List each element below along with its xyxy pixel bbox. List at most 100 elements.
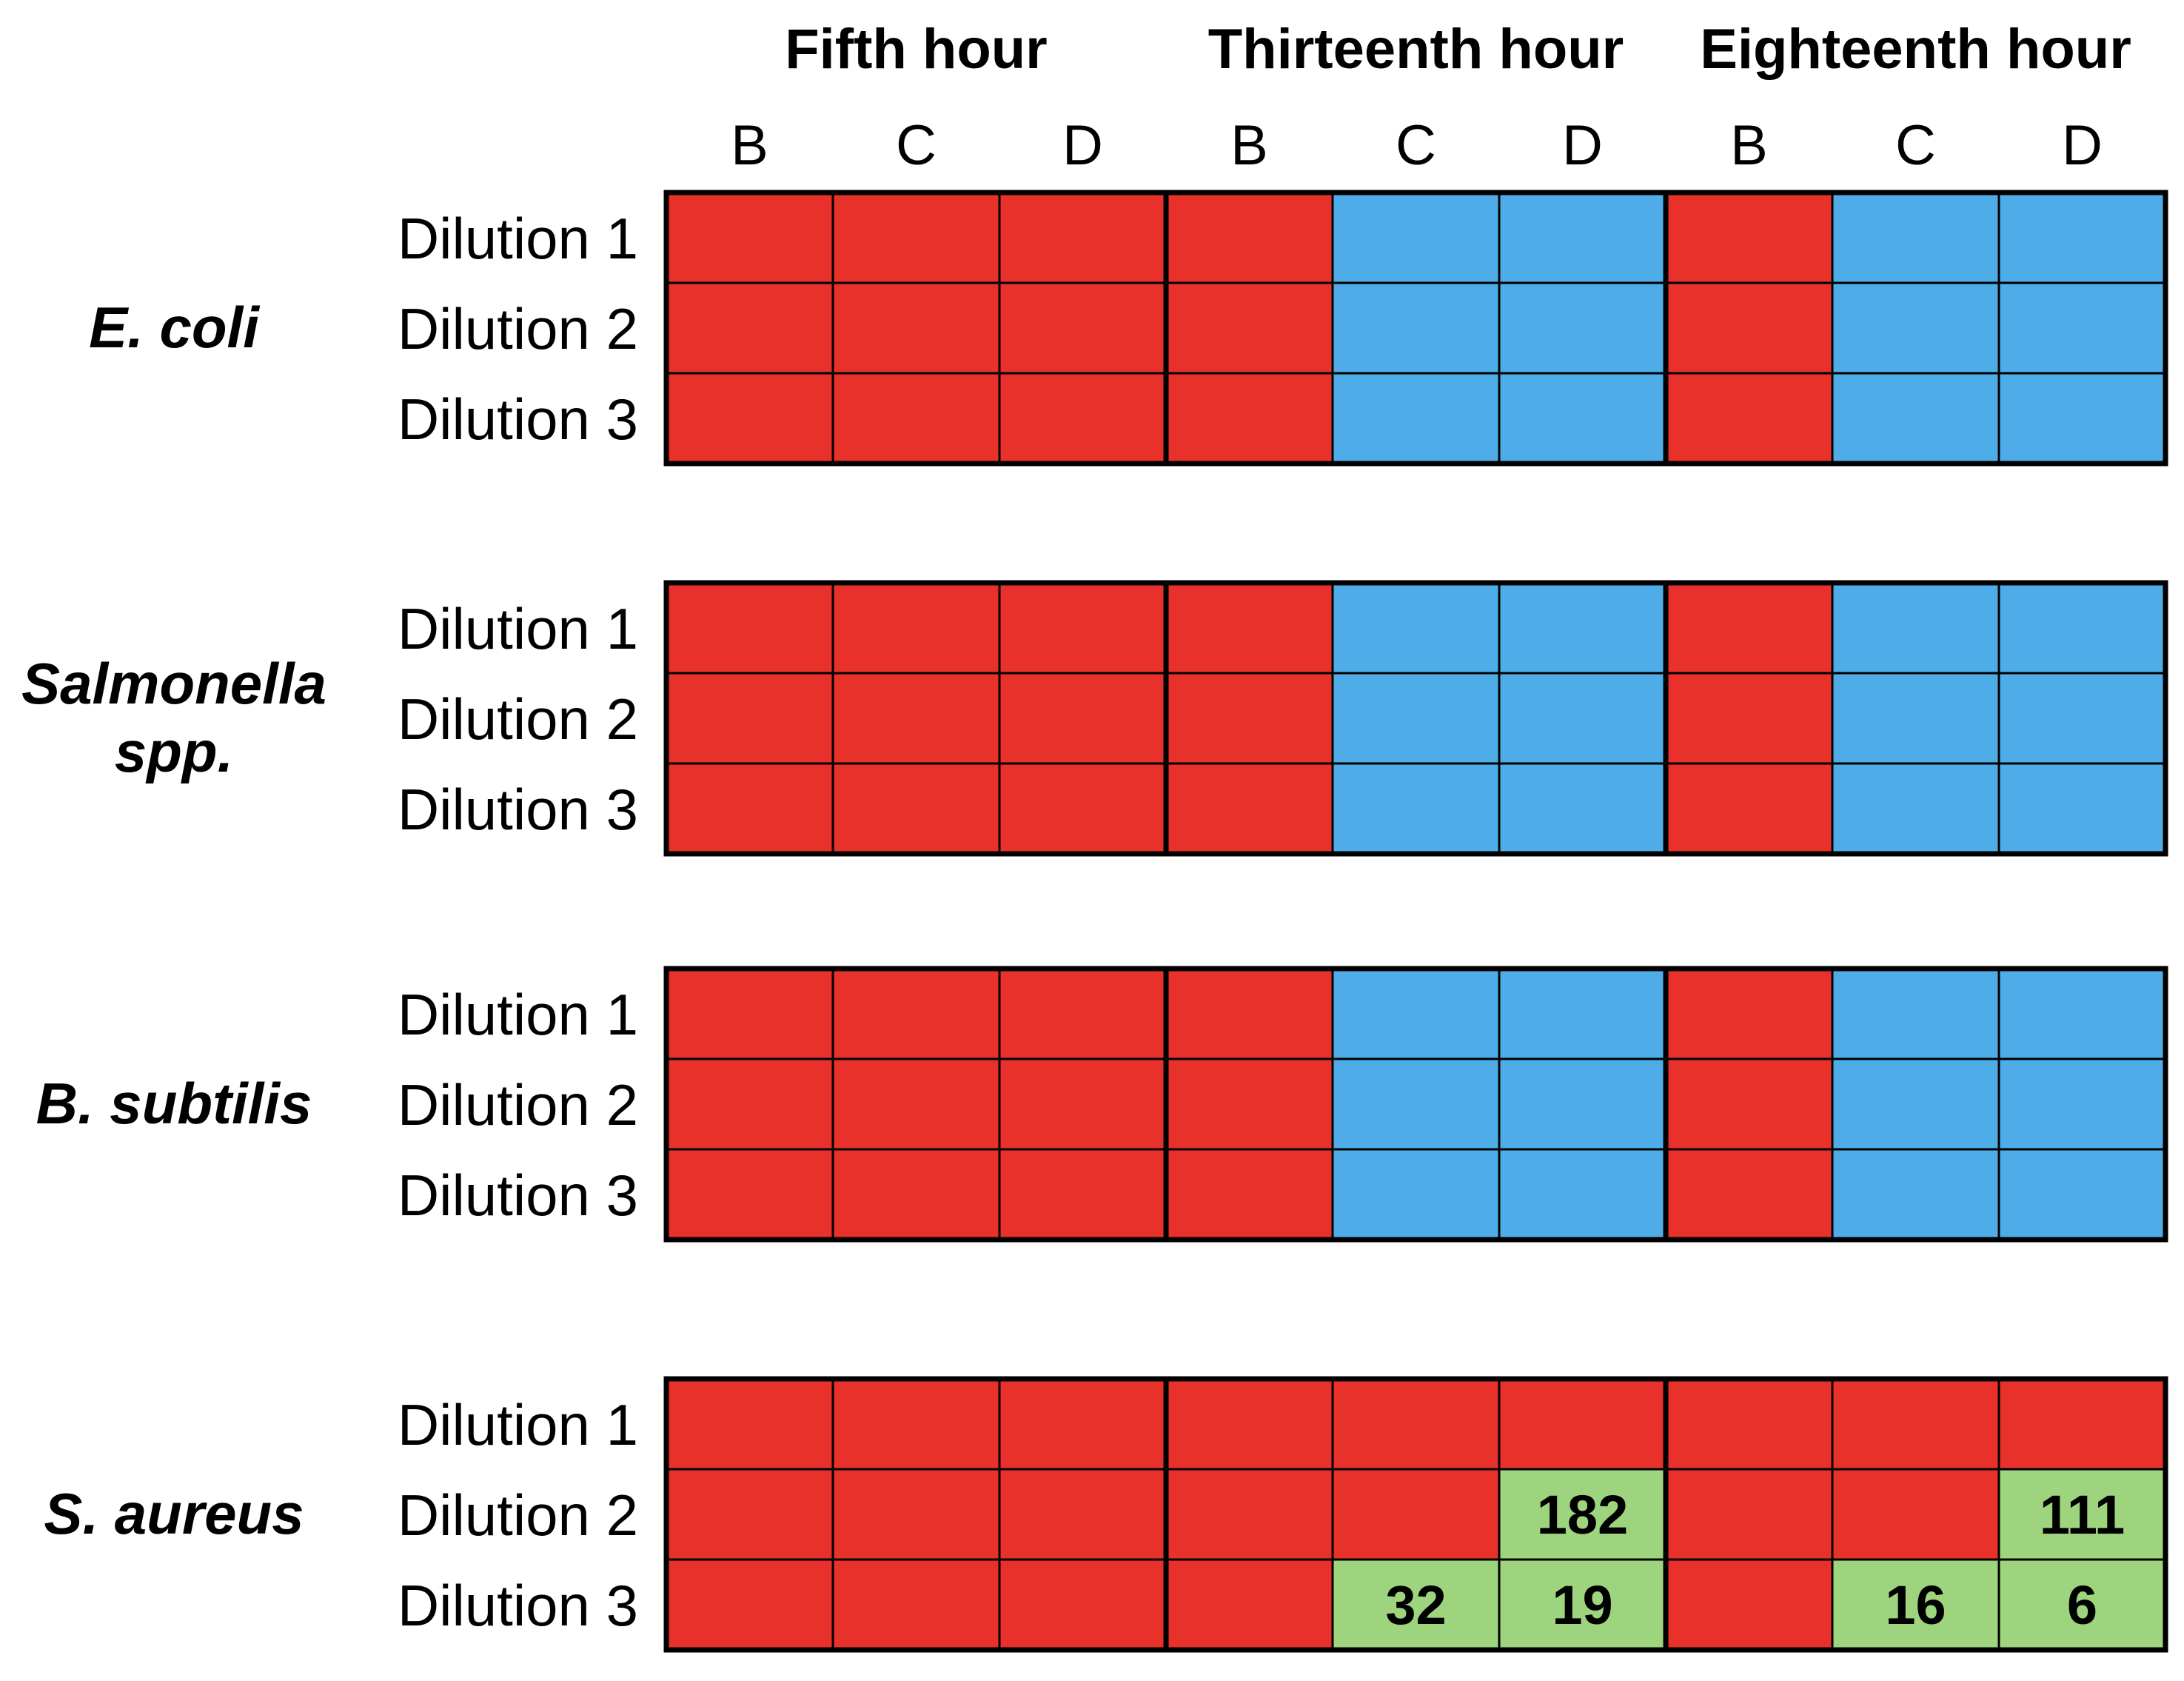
heatmap-cell [1664, 281, 1834, 375]
cell-value-label: 32 [1385, 1574, 1446, 1636]
heatmap-cell [998, 1377, 1168, 1471]
heatmap-cell [1997, 762, 2167, 855]
time-point-header: Eighteenth hour [1700, 18, 2131, 81]
heatmap-cell [665, 1148, 834, 1241]
heatmap-cell [1997, 967, 2167, 1060]
heatmap-cell [1997, 281, 2167, 375]
heatmap-cell [1664, 581, 1834, 675]
heatmap-cell [1997, 1377, 2167, 1471]
heatmap-cell [1498, 281, 1667, 375]
heatmap-cell [831, 581, 1001, 675]
column-header-b: B [1730, 114, 1768, 177]
organism-label: B. subtilis [36, 1071, 312, 1136]
heatmap-cell [665, 1377, 834, 1471]
heatmap-cell [1165, 967, 1334, 1060]
heatmap-cell [1498, 1057, 1667, 1151]
heatmap-cell [1831, 672, 2000, 765]
heatmap-cell [665, 581, 834, 675]
heatmap-cell [1997, 581, 2167, 675]
heatmap-cell [1831, 967, 2000, 1060]
heatmap-cell [1997, 372, 2167, 465]
heatmap-cell [831, 191, 1001, 284]
row-label-dilution-3: Dilution 3 [398, 387, 638, 452]
heatmap-cell [1997, 1148, 2167, 1241]
heatmap-cell [1165, 1377, 1334, 1471]
heatmap-cell [998, 191, 1168, 284]
heatmap-cell [665, 1057, 834, 1151]
heatmap-cell [998, 581, 1168, 675]
row-label-dilution-1: Dilution 1 [398, 982, 638, 1047]
row-label-dilution-3: Dilution 3 [398, 1163, 638, 1228]
heatmap-cell [1831, 191, 2000, 284]
row-label-dilution-1: Dilution 1 [398, 596, 638, 661]
row-label-dilution-2: Dilution 2 [398, 686, 638, 752]
cell-value-label: 19 [1552, 1574, 1612, 1636]
heatmap-cell [831, 967, 1001, 1060]
heatmap-cell [665, 762, 834, 855]
heatmap-cell [665, 1558, 834, 1651]
heatmap-cell [831, 1057, 1001, 1151]
row-label-dilution-3: Dilution 3 [398, 777, 638, 842]
heatmap-cell [1498, 581, 1667, 675]
panel-border [663, 966, 2168, 1243]
heatmap-cell [1664, 967, 1834, 1060]
row-label-dilution-2: Dilution 2 [398, 1483, 638, 1548]
heatmap-cell [1498, 762, 1667, 855]
heatmap-cell [998, 281, 1168, 375]
heatmap-cell [1498, 672, 1667, 765]
column-header-b: B [731, 114, 768, 177]
heatmap-cell [1831, 581, 2000, 675]
heatmap-cell [998, 762, 1168, 855]
heatmap-cell [1664, 1558, 1834, 1651]
heatmap-cell [1165, 1148, 1334, 1241]
heatmap-cell [1498, 967, 1667, 1060]
panel-border [663, 190, 2168, 467]
heatmap-cell [1165, 281, 1334, 375]
heatmap-cell [1331, 372, 1501, 465]
heatmap-cell [1331, 967, 1501, 1060]
time-point-header: Thirteenth hour [1208, 18, 1624, 81]
heatmap-cell [1831, 1468, 2000, 1561]
heatmap-cell [831, 762, 1001, 855]
row-label-dilution-2: Dilution 2 [398, 296, 638, 361]
heatmap-cell [1165, 672, 1334, 765]
column-header-d: D [1062, 114, 1103, 177]
heatmap-cell [1664, 762, 1834, 855]
column-header-d: D [1562, 114, 1603, 177]
heatmap-cell [1664, 1057, 1834, 1151]
heatmap-cell [1664, 191, 1834, 284]
heatmap-cell [1331, 1057, 1501, 1151]
heatmap-cell [1331, 191, 1501, 284]
heatmap-cell [1165, 581, 1334, 675]
heatmap-cell [665, 372, 834, 465]
row-label-dilution-3: Dilution 3 [398, 1573, 638, 1638]
heatmap-cell [1831, 1057, 2000, 1151]
heatmap-cell [1331, 1377, 1501, 1471]
column-header-c: C [1895, 114, 1936, 177]
heatmap-cell [1831, 1558, 2000, 1651]
heatmap-cell [1664, 1377, 1834, 1471]
organism-label: Salmonella [21, 651, 326, 716]
panel-border [663, 1376, 2168, 1653]
column-header-c: C [896, 114, 937, 177]
heatmap-cell [1498, 1377, 1667, 1471]
heatmap-cell [665, 672, 834, 765]
heatmap-cell [998, 672, 1168, 765]
cell-value-label: 16 [1885, 1574, 1946, 1636]
heatmap-cell [1165, 1468, 1334, 1561]
organism-label: spp. [115, 719, 233, 784]
time-point-header: Fifth hour [785, 18, 1048, 81]
heatmap-cell [1664, 1148, 1834, 1241]
organism-label: E. coli [89, 295, 260, 360]
heatmap-cell [1331, 281, 1501, 375]
heatmap-cell [1165, 372, 1334, 465]
heatmap-cell [1997, 1468, 2167, 1561]
heatmap-cell [998, 1468, 1168, 1561]
column-header-c: C [1396, 114, 1436, 177]
heatmap-cell [998, 1148, 1168, 1241]
heatmap-cell [665, 281, 834, 375]
column-header-b: B [1230, 114, 1268, 177]
cell-value-label: 6 [2067, 1574, 2097, 1636]
heatmap-cell [831, 1558, 1001, 1651]
